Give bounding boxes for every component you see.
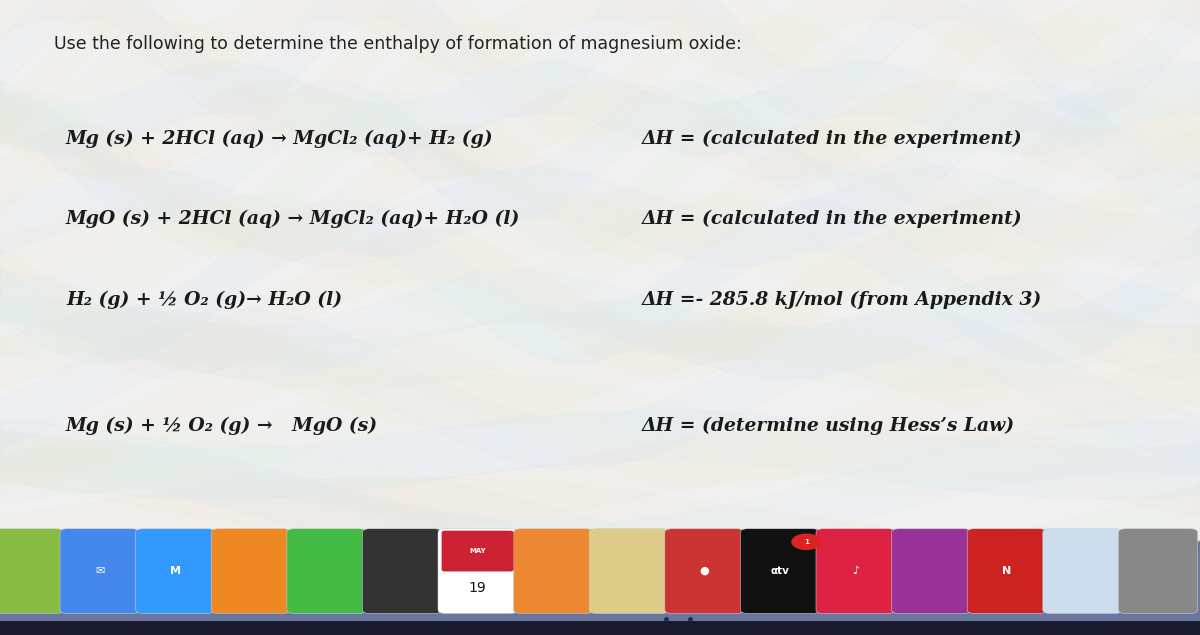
FancyBboxPatch shape [740, 529, 820, 613]
FancyBboxPatch shape [438, 529, 517, 613]
FancyBboxPatch shape [0, 529, 64, 613]
Text: ●: ● [700, 566, 709, 576]
FancyBboxPatch shape [60, 529, 139, 613]
FancyBboxPatch shape [589, 529, 668, 613]
FancyBboxPatch shape [287, 529, 366, 613]
Text: N: N [1002, 566, 1012, 576]
Text: 1: 1 [804, 539, 809, 545]
FancyBboxPatch shape [0, 541, 1200, 635]
FancyBboxPatch shape [514, 529, 593, 613]
Text: ΔH = (calculated in the experiment): ΔH = (calculated in the experiment) [642, 210, 1022, 228]
Text: ΔH =- 285.8 kJ/mol (from Appendix 3): ΔH =- 285.8 kJ/mol (from Appendix 3) [642, 291, 1043, 309]
FancyBboxPatch shape [362, 529, 442, 613]
FancyBboxPatch shape [136, 529, 215, 613]
FancyBboxPatch shape [442, 531, 514, 572]
Circle shape [792, 534, 821, 549]
Text: M: M [169, 566, 181, 576]
FancyBboxPatch shape [665, 529, 744, 613]
FancyBboxPatch shape [816, 529, 895, 613]
Text: ΔH = (determine using Hess’s Law): ΔH = (determine using Hess’s Law) [642, 417, 1015, 434]
Text: Use the following to determine the enthalpy of formation of magnesium oxide:: Use the following to determine the entha… [54, 35, 742, 53]
FancyBboxPatch shape [967, 529, 1046, 613]
Text: ΔH = (calculated in the experiment): ΔH = (calculated in the experiment) [642, 130, 1022, 147]
FancyBboxPatch shape [211, 529, 290, 613]
FancyBboxPatch shape [1118, 529, 1198, 613]
FancyBboxPatch shape [0, 0, 1200, 541]
Text: αtv: αtv [770, 566, 790, 576]
Text: 19: 19 [469, 581, 486, 595]
Text: Mg (s) + 2HCl (aq) → MgCl₂ (aq)+ H₂ (g): Mg (s) + 2HCl (aq) → MgCl₂ (aq)+ H₂ (g) [66, 130, 493, 147]
Text: Mg (s) + ½ O₂ (g) →   MgO (s): Mg (s) + ½ O₂ (g) → MgO (s) [66, 417, 378, 434]
Text: ♪: ♪ [852, 566, 859, 576]
FancyBboxPatch shape [892, 529, 971, 613]
FancyBboxPatch shape [1043, 529, 1122, 613]
FancyBboxPatch shape [0, 0, 1200, 541]
Text: MAY: MAY [469, 548, 486, 554]
Text: H₂ (g) + ½ O₂ (g)→ H₂O (l): H₂ (g) + ½ O₂ (g)→ H₂O (l) [66, 291, 342, 309]
FancyBboxPatch shape [0, 621, 1200, 635]
Text: ✉: ✉ [95, 566, 104, 576]
Text: MgO (s) + 2HCl (aq) → MgCl₂ (aq)+ H₂O (l): MgO (s) + 2HCl (aq) → MgCl₂ (aq)+ H₂O (l… [66, 210, 521, 228]
